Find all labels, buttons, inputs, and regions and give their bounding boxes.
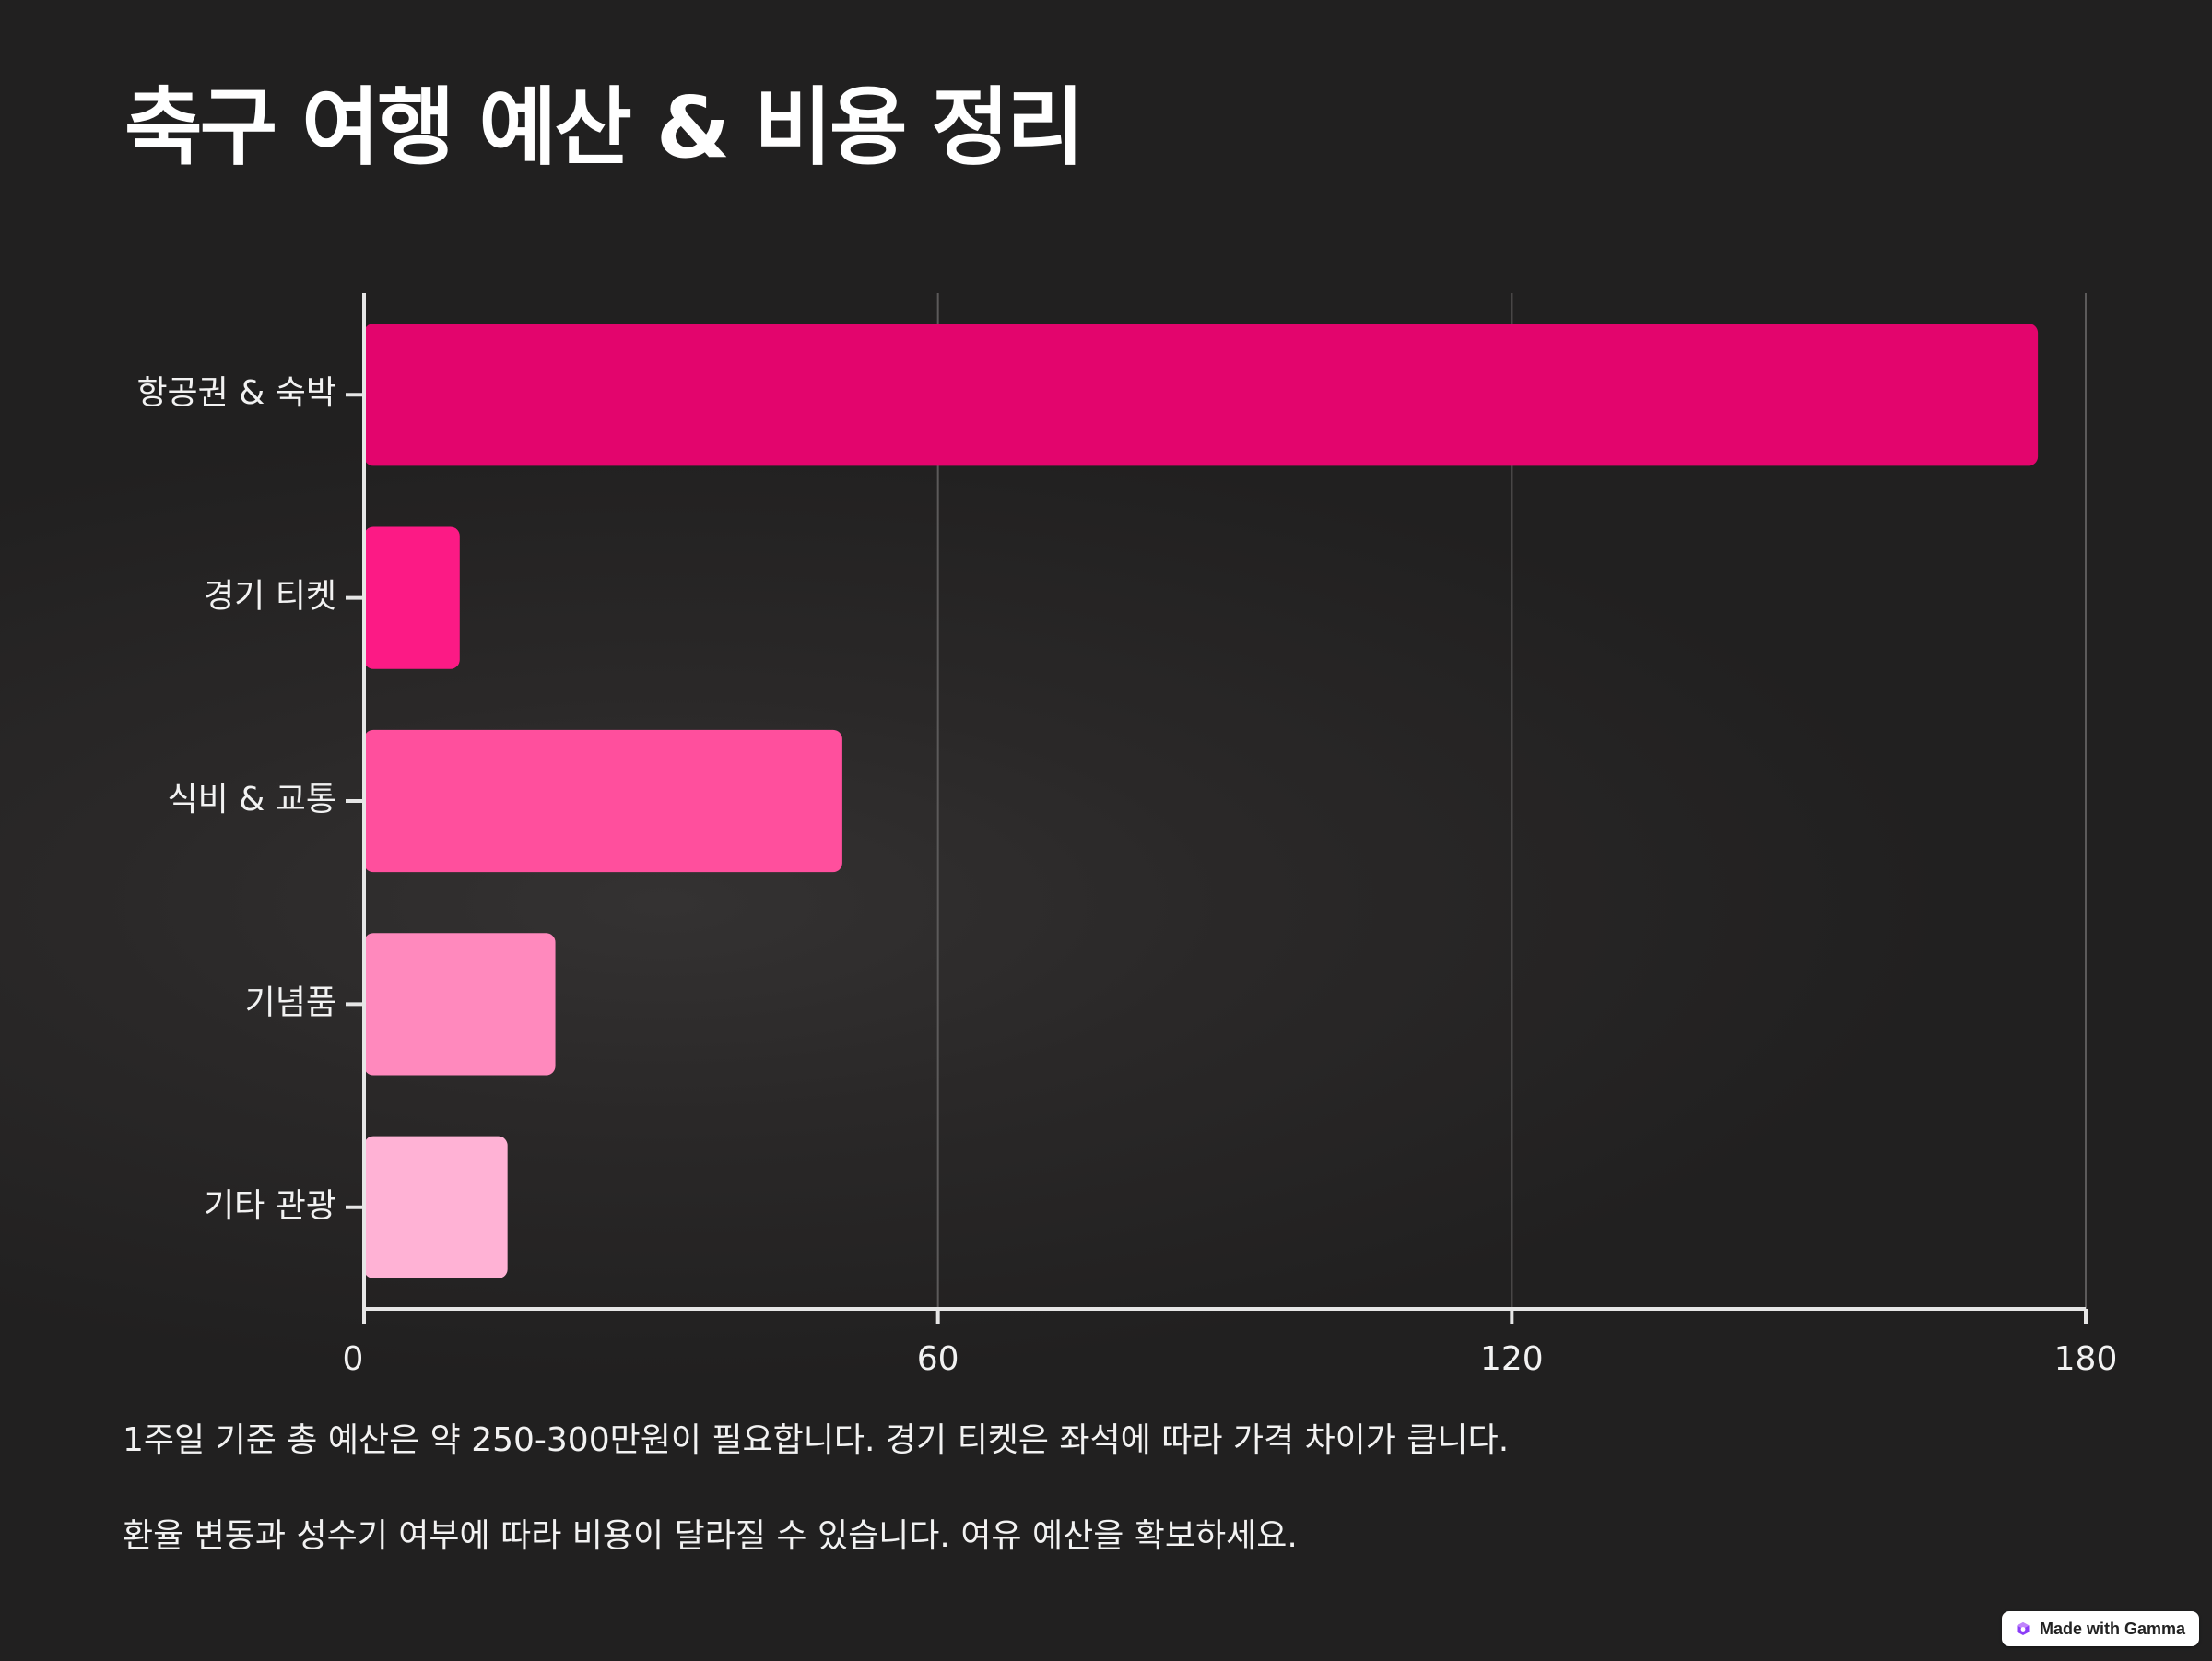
- category-label-0: 항공권 & 숙박: [136, 374, 336, 412]
- note-exchange-rate: 환율 변동과 성수기 여부에 따라 비용이 달라질 수 있습니다. 여유 예산을…: [123, 1517, 1298, 1555]
- page-title: 축구 여행 예산 & 비용 정리: [124, 78, 1085, 177]
- category-label-3: 기념품: [245, 984, 336, 1021]
- bar-1: [364, 526, 460, 669]
- x-tick-label-2: 120: [1480, 1340, 1544, 1378]
- bar-4: [364, 1136, 508, 1278]
- bar-2: [364, 729, 842, 873]
- bar-0: [364, 324, 2039, 466]
- category-label-2: 식비 & 교통: [168, 781, 336, 819]
- x-tick-label-0: 0: [343, 1340, 364, 1378]
- bar-3: [364, 933, 556, 1076]
- gamma-logo-icon: [2017, 1622, 2030, 1635]
- x-tick-label-1: 60: [917, 1340, 959, 1378]
- category-label-4: 기타 관광: [204, 1187, 336, 1225]
- badge-label: Made with Gamma: [2039, 1619, 2186, 1638]
- note-budget-total: 1주일 기준 총 예산은 약 250-300만원이 필요합니다. 경기 티켓은 …: [123, 1421, 1510, 1459]
- made-with-gamma-badge[interactable]: Made with Gamma: [2002, 1611, 2199, 1646]
- category-label-1: 경기 티켓: [204, 578, 336, 616]
- x-tick-label-3: 180: [2054, 1340, 2118, 1378]
